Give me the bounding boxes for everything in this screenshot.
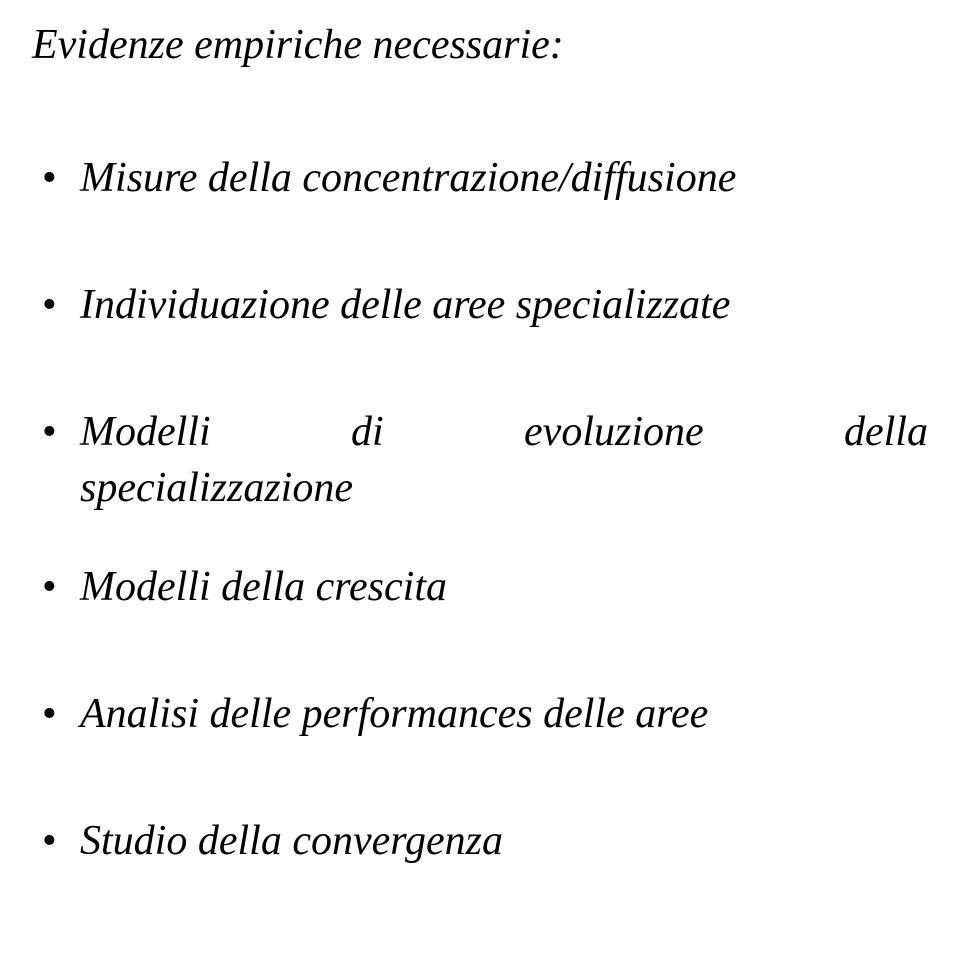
list-item: Individuazione delle aree specializzate: [32, 277, 928, 334]
list-item: Modelli della crescita: [32, 559, 928, 616]
list-item: Studio della convergenza: [32, 813, 928, 870]
word: evoluzione: [524, 404, 704, 461]
bullet-list: Misure della concentrazione/diffusione I…: [32, 150, 928, 869]
word: Modelli: [80, 404, 211, 461]
word: di: [351, 404, 384, 461]
word: della: [844, 404, 928, 461]
list-item: Misure della concentrazione/diffusione: [32, 150, 928, 207]
list-item: Modelli di evoluzione della specializzaz…: [32, 404, 928, 517]
justified-line: Modelli di evoluzione della: [80, 404, 928, 461]
list-item: Analisi delle performances delle aree: [32, 686, 928, 743]
document-title: Evidenze empiriche necessarie:: [32, 20, 928, 70]
line-2: specializzazione: [80, 460, 928, 517]
